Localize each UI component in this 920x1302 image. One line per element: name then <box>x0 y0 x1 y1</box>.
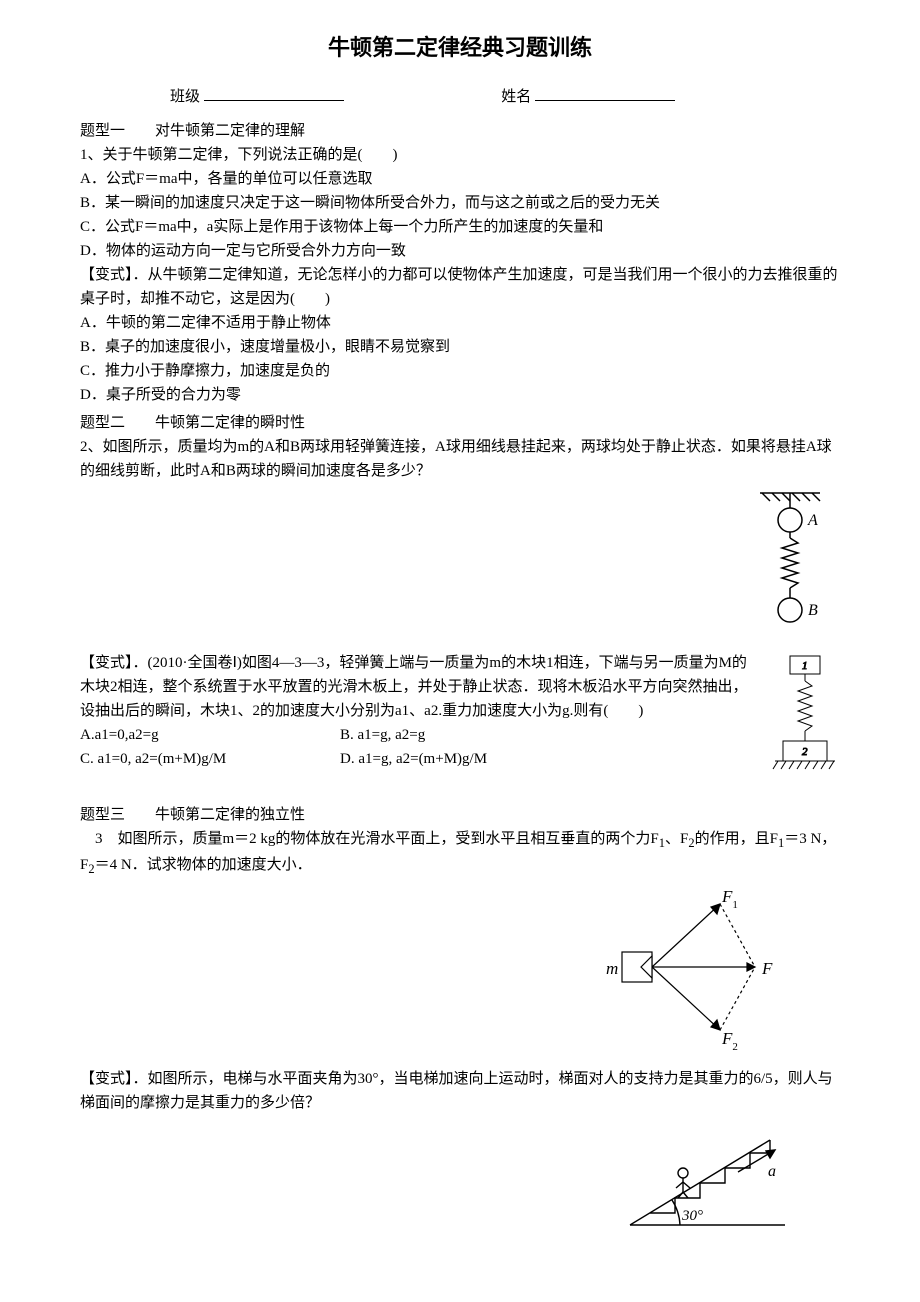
name-label: 姓名 <box>501 89 531 105</box>
block1-label: 1 <box>802 660 808 672</box>
label-F: F <box>761 959 773 978</box>
q1-opt-b: B．某一瞬间的加速度只决定于这一瞬间物体所受合外力，而与这之前或之后的受力无关 <box>80 191 840 215</box>
accel-label: a <box>768 1163 776 1180</box>
name-blank[interactable] <box>535 86 675 101</box>
q3: 3 如图所示，质量m＝2 kg的物体放在光滑水平面上，受到水平且相互垂直的两个力… <box>80 827 840 879</box>
v1-opt-b: B．桌子的加速度很小，速度增量极小，眼睛不易觉察到 <box>80 335 840 359</box>
page-title: 牛顿第二定律经典习题训练 <box>80 30 840 65</box>
label-a: A <box>807 512 818 529</box>
label-F1: F1 <box>721 887 738 911</box>
q1-opt-d: D．物体的运动方向一定与它所受合外力方向一致 <box>80 239 840 263</box>
figure-forces: m F F1 F2 <box>80 884 840 1062</box>
v2-opt-c: C. a1=0, a2=(m+M)g/M <box>80 747 340 771</box>
angle-label: 30° <box>681 1208 703 1224</box>
v1-opt-c: C．推力小于静摩擦力，加速度是负的 <box>80 359 840 383</box>
v2-opt-d: D. a1=g, a2=(m+M)g/M <box>340 747 760 771</box>
block2-label: 2 <box>802 746 808 758</box>
v1-opt-d: D．桌子所受的合力为零 <box>80 383 840 407</box>
q1-variant: 【变式】．从牛顿第二定律知道，无论怎样小的力都可以使物体产生加速度，可是当我们用… <box>80 263 840 311</box>
q1: 1、关于牛顿第二定律，下列说法正确的是( ) <box>80 143 840 167</box>
q2-variant: 【变式】．(2010·全国卷Ⅰ)如图4—3—3，轻弹簧上端与一质量为m的木块1相… <box>80 651 840 723</box>
class-label: 班级 <box>170 89 200 105</box>
label-m: m <box>606 959 618 978</box>
header-fields: 班级 姓名 <box>80 85 840 109</box>
v1-opt-a: A．牛顿的第二定律不适用于静止物体 <box>80 311 840 335</box>
v2-opt-b: B. a1=g, a2=g <box>340 723 760 747</box>
v2-opt-a: A.a1=0,a2=g <box>80 723 340 747</box>
q1-opt-a: A．公式F＝ma中，各量的单位可以任意选取 <box>80 167 840 191</box>
figure-escalator: 30° a <box>80 1120 840 1248</box>
section1-head: 题型一 对牛顿第二定律的理解 <box>80 119 840 143</box>
q1-opt-c: C．公式F＝ma中，a实际上是作用于该物体上每一个力所产生的加速度的矢量和 <box>80 215 840 239</box>
class-blank[interactable] <box>204 86 344 101</box>
section3-head: 题型三 牛顿第二定律的独立性 <box>80 803 840 827</box>
q2: 2、如图所示，质量均为m的A和B两球用轻弹簧连接，A球用细线悬挂起来，两球均处于… <box>80 435 840 483</box>
q3-variant: 【变式】．如图所示，电梯与水平面夹角为30°，当电梯加速向上运动时，梯面对人的支… <box>80 1067 840 1115</box>
label-b: B <box>808 602 818 619</box>
figure-blocks-spring: 1 2 <box>770 651 840 799</box>
figure-spring-balls: A B <box>80 488 840 646</box>
label-F2: F2 <box>721 1029 738 1053</box>
section2-head: 题型二 牛顿第二定律的瞬时性 <box>80 411 840 435</box>
